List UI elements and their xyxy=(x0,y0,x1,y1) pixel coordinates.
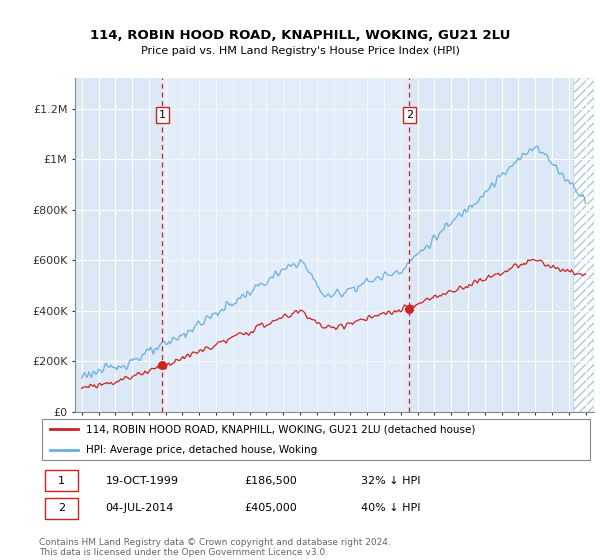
Text: 04-JUL-2014: 04-JUL-2014 xyxy=(106,503,174,514)
Text: 32% ↓ HPI: 32% ↓ HPI xyxy=(361,475,421,486)
Text: 114, ROBIN HOOD ROAD, KNAPHILL, WOKING, GU21 2LU: 114, ROBIN HOOD ROAD, KNAPHILL, WOKING, … xyxy=(90,29,510,42)
Text: 1: 1 xyxy=(159,110,166,120)
Text: £186,500: £186,500 xyxy=(244,475,297,486)
Text: 40% ↓ HPI: 40% ↓ HPI xyxy=(361,503,421,514)
Text: 2: 2 xyxy=(58,503,65,514)
Text: Contains HM Land Registry data © Crown copyright and database right 2024.
This d: Contains HM Land Registry data © Crown c… xyxy=(39,538,391,557)
Text: 2: 2 xyxy=(406,110,413,120)
Text: HPI: Average price, detached house, Woking: HPI: Average price, detached house, Woki… xyxy=(86,445,317,455)
Text: 1: 1 xyxy=(58,475,65,486)
Text: 114, ROBIN HOOD ROAD, KNAPHILL, WOKING, GU21 2LU (detached house): 114, ROBIN HOOD ROAD, KNAPHILL, WOKING, … xyxy=(86,424,476,435)
Text: 19-OCT-1999: 19-OCT-1999 xyxy=(106,475,179,486)
FancyBboxPatch shape xyxy=(44,470,78,491)
FancyBboxPatch shape xyxy=(44,498,78,519)
Text: £405,000: £405,000 xyxy=(244,503,297,514)
FancyBboxPatch shape xyxy=(42,419,590,460)
Text: Price paid vs. HM Land Registry's House Price Index (HPI): Price paid vs. HM Land Registry's House … xyxy=(140,46,460,56)
